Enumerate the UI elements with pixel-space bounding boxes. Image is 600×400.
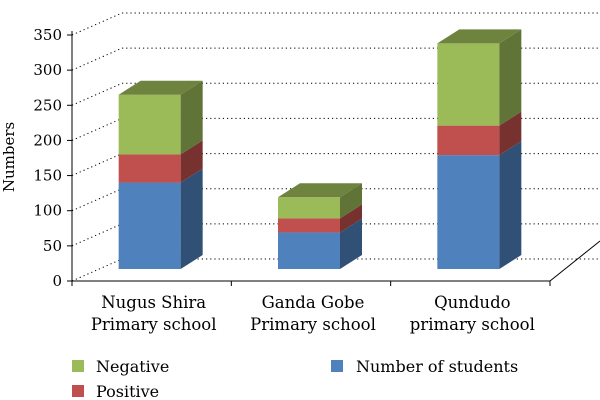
legend-item: Negative — [72, 357, 169, 376]
floor-edge — [549, 240, 600, 282]
bar-segment — [278, 183, 362, 219]
bar-side — [499, 29, 522, 126]
bar-front — [118, 182, 181, 269]
bar-front — [278, 197, 340, 219]
bar-front — [118, 154, 181, 183]
axes — [67, 31, 600, 286]
gridline-depth — [71, 188, 123, 212]
bar-side — [180, 80, 203, 155]
x-category-label: Primary school — [91, 315, 217, 334]
gridline-depth — [71, 223, 123, 247]
bar-segment — [437, 141, 522, 269]
bar-side — [499, 141, 522, 269]
bar-segment — [437, 111, 522, 156]
y-tick-label: 100 — [33, 202, 62, 220]
legend-swatch — [72, 385, 84, 397]
bar-front — [437, 125, 500, 156]
gridline-depth — [71, 47, 123, 71]
y-tick-label: 350 — [33, 26, 62, 44]
bar-front — [118, 94, 181, 155]
y-tick-label: 150 — [33, 167, 62, 185]
x-category-label: Nugus Shira — [101, 293, 206, 312]
x-category-label: Primary school — [250, 315, 376, 334]
legend-item: Positive — [72, 382, 159, 400]
legend: Negative Positive Number of students — [72, 357, 518, 400]
bar-segment — [118, 168, 203, 269]
gridline-depth — [71, 12, 123, 36]
gridline-depth — [71, 153, 123, 177]
legend-label: Positive — [96, 382, 159, 400]
legend-label: Number of students — [356, 357, 518, 376]
gridline-depth — [71, 258, 123, 282]
bar-segment — [278, 218, 362, 269]
x-category-label: Ganda Gobe — [262, 293, 365, 312]
bar-top — [278, 183, 362, 198]
y-tick-label: 50 — [43, 237, 62, 255]
gridline-depth — [71, 117, 123, 141]
bars — [118, 29, 522, 269]
bar-segment — [118, 80, 203, 155]
bar-segment — [118, 140, 203, 183]
bar-side — [340, 183, 362, 219]
gridlines — [71, 12, 600, 282]
bar-front — [437, 43, 500, 126]
bar-front — [437, 155, 500, 269]
bar-front — [278, 232, 340, 269]
bar-segment — [278, 204, 362, 233]
y-tick-label: 200 — [33, 131, 62, 149]
bar-segment — [437, 29, 522, 126]
bar-top — [437, 29, 522, 44]
bar-side — [340, 204, 362, 233]
bar-side — [180, 168, 203, 269]
gridline-depth — [71, 82, 123, 106]
y-tick-label: 0 — [52, 272, 62, 290]
y-tick-label: 300 — [33, 61, 62, 79]
legend-label: Negative — [96, 357, 169, 376]
x-category-label: primary school — [410, 315, 535, 334]
x-category-label: Qundudo — [434, 293, 511, 312]
y-tick-label: 250 — [33, 96, 62, 114]
bar-side — [499, 111, 522, 156]
bar-side — [340, 218, 362, 269]
bar-front — [278, 218, 340, 233]
legend-swatch — [72, 360, 84, 372]
labels: Numbers 0 50 100 150 200 250 300 350 Nugus Shira… — [0, 26, 535, 334]
legend-item: Number of students — [331, 357, 518, 376]
legend-swatch — [331, 360, 343, 372]
bar-side — [180, 140, 203, 183]
bar-top — [118, 80, 203, 95]
y-axis-title: Numbers — [0, 122, 18, 192]
